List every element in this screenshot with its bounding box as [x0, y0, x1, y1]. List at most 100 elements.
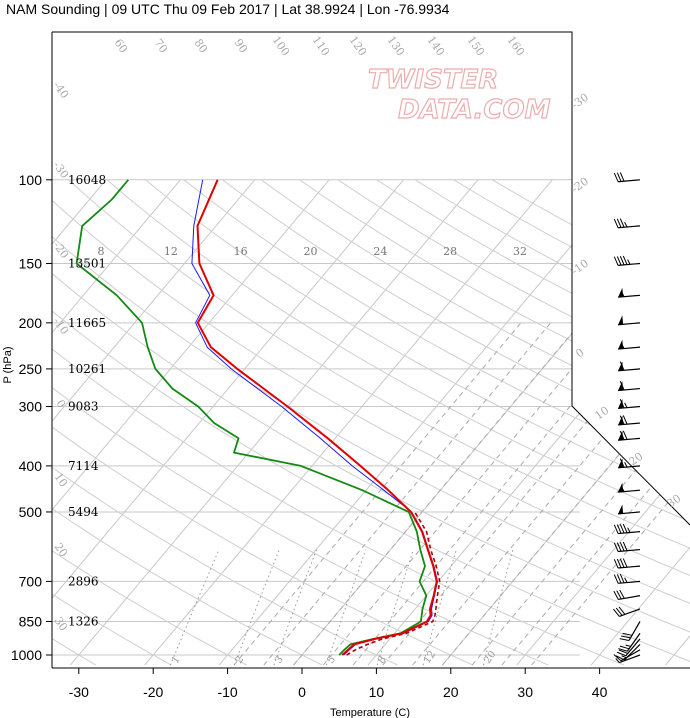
- wind-barb-full: [619, 573, 625, 583]
- y-axis-tick-label: 1000: [11, 647, 42, 663]
- dry-adiabat-label: 0: [573, 346, 586, 361]
- parcel-trace: [346, 511, 441, 656]
- wind-barb-staff: [618, 405, 641, 410]
- wind-barb-flag: [618, 287, 624, 298]
- wind-barb-half: [624, 577, 628, 583]
- wind-barb: [616, 638, 641, 657]
- wind-barb: [613, 558, 641, 569]
- wind-barb-full: [622, 541, 628, 551]
- y-axis-tick-label: 300: [19, 399, 43, 415]
- mixing-ratio-label: 1: [170, 654, 183, 666]
- moist-adiabat-line: [263, 322, 552, 666]
- wind-barb-staff: [618, 346, 641, 350]
- wind-barb-staff: [618, 322, 641, 326]
- wind-barb: [618, 458, 641, 469]
- wind-barb: [618, 430, 641, 441]
- x-axis-tick-label: -20: [143, 684, 163, 700]
- x-axis-tick-label: 10: [369, 684, 385, 700]
- wind-barb-full: [613, 590, 619, 600]
- dry-adiabat-line: [183, 179, 690, 666]
- dry-adiabat-line: [145, 179, 690, 666]
- skewed-isotherm-label: 100: [270, 34, 293, 59]
- wind-barb-full: [622, 415, 628, 425]
- skewed-isotherm-label: 150: [465, 34, 488, 59]
- dry-adiabat-label: 0: [54, 397, 69, 410]
- wind-barb-flag: [618, 504, 624, 514]
- wind-barb-full: [618, 648, 628, 652]
- wind-barb: [618, 381, 641, 392]
- wind-barb-flag: [618, 339, 624, 350]
- wind-barb-flag: [618, 381, 624, 391]
- wind-barb-full: [619, 524, 625, 534]
- wind-barb-staff: [618, 262, 641, 266]
- wind-barb-full: [619, 645, 630, 650]
- dry-adiabat-line: [52, 179, 549, 666]
- wind-barb-full: [618, 606, 626, 615]
- mixing-ratio-label: 20: [482, 649, 498, 666]
- height-label: 7114: [68, 459, 99, 473]
- plot-frame: [51, 31, 690, 669]
- wind-barb: [618, 361, 641, 372]
- mixing-ratio-label: 3: [273, 654, 286, 666]
- x-axis-tick-label: -10: [217, 684, 237, 700]
- height-label: 9083: [68, 400, 99, 414]
- wind-barb-full: [616, 558, 622, 568]
- y-axis-tick-label: 850: [19, 613, 43, 629]
- skewed-isotherm-label: 120: [347, 34, 370, 59]
- wind-barb: [613, 606, 641, 618]
- dry-adiabat-line: [222, 179, 690, 666]
- wind-barb-staff: [618, 565, 641, 569]
- wind-barb-full: [619, 218, 625, 228]
- wind-barb-full: [615, 655, 625, 661]
- wind-barb-full: [621, 635, 631, 639]
- y-axis-tick-label: 250: [19, 361, 43, 377]
- moist-adiabat-line: [233, 322, 522, 666]
- wind-barb-full: [615, 607, 623, 616]
- dry-adiabat-line: [0, 180, 20, 665]
- x-axis-tick-label: 20: [443, 684, 459, 700]
- wind-barb-full: [613, 172, 619, 182]
- wind-barb-flag: [618, 430, 624, 441]
- skewed-isotherm-label: 110: [310, 34, 333, 59]
- wind-barb-full: [619, 415, 625, 425]
- wind-barb-half: [615, 658, 620, 663]
- wind-barb-half: [621, 486, 625, 492]
- isotherm-label: 8: [98, 245, 105, 258]
- moist-adiabat-line: [322, 322, 611, 666]
- wind-barb-full: [616, 542, 622, 552]
- height-label: 16048: [68, 173, 106, 187]
- sounding-traces: [75, 179, 441, 656]
- mixing-ratio-line: [273, 549, 318, 666]
- wind-barb-full: [619, 172, 625, 182]
- wind-barb: [613, 255, 641, 266]
- wind-barb-half: [621, 291, 625, 297]
- wind-barb-half: [624, 402, 628, 408]
- y-axis-tick-label: 500: [19, 504, 43, 520]
- wind-barb: [615, 654, 641, 664]
- skewed-isotherm-label: 130: [385, 34, 408, 59]
- wind-barb-full: [619, 399, 625, 409]
- x-axis-tick-label: -30: [69, 684, 89, 700]
- isotherm-line: [0, 180, 32, 665]
- isotherm-label: 28: [443, 245, 457, 258]
- x-axis-tick-label: 0: [298, 684, 306, 700]
- wind-barb-full: [616, 524, 622, 534]
- wind-barb: [618, 339, 641, 350]
- watermark-text: TWISTER: [368, 65, 498, 95]
- moist-adiabat-line: [471, 322, 690, 666]
- isotherm-label: 16: [234, 245, 248, 258]
- height-label: 10261: [68, 362, 106, 376]
- dry-adiabat-line: [52, 179, 474, 666]
- wind-barb-half: [627, 527, 631, 533]
- mixing-ratio-line: [233, 549, 280, 666]
- wind-barb-full: [619, 542, 625, 552]
- mixing-ratio-label: 2: [234, 654, 247, 666]
- wind-barb: [618, 399, 641, 410]
- dry-adiabat-label: -40: [50, 79, 71, 101]
- wind-barb-full: [613, 654, 622, 662]
- isotherm-line: [52, 179, 404, 666]
- wind-barb-flag: [618, 482, 624, 493]
